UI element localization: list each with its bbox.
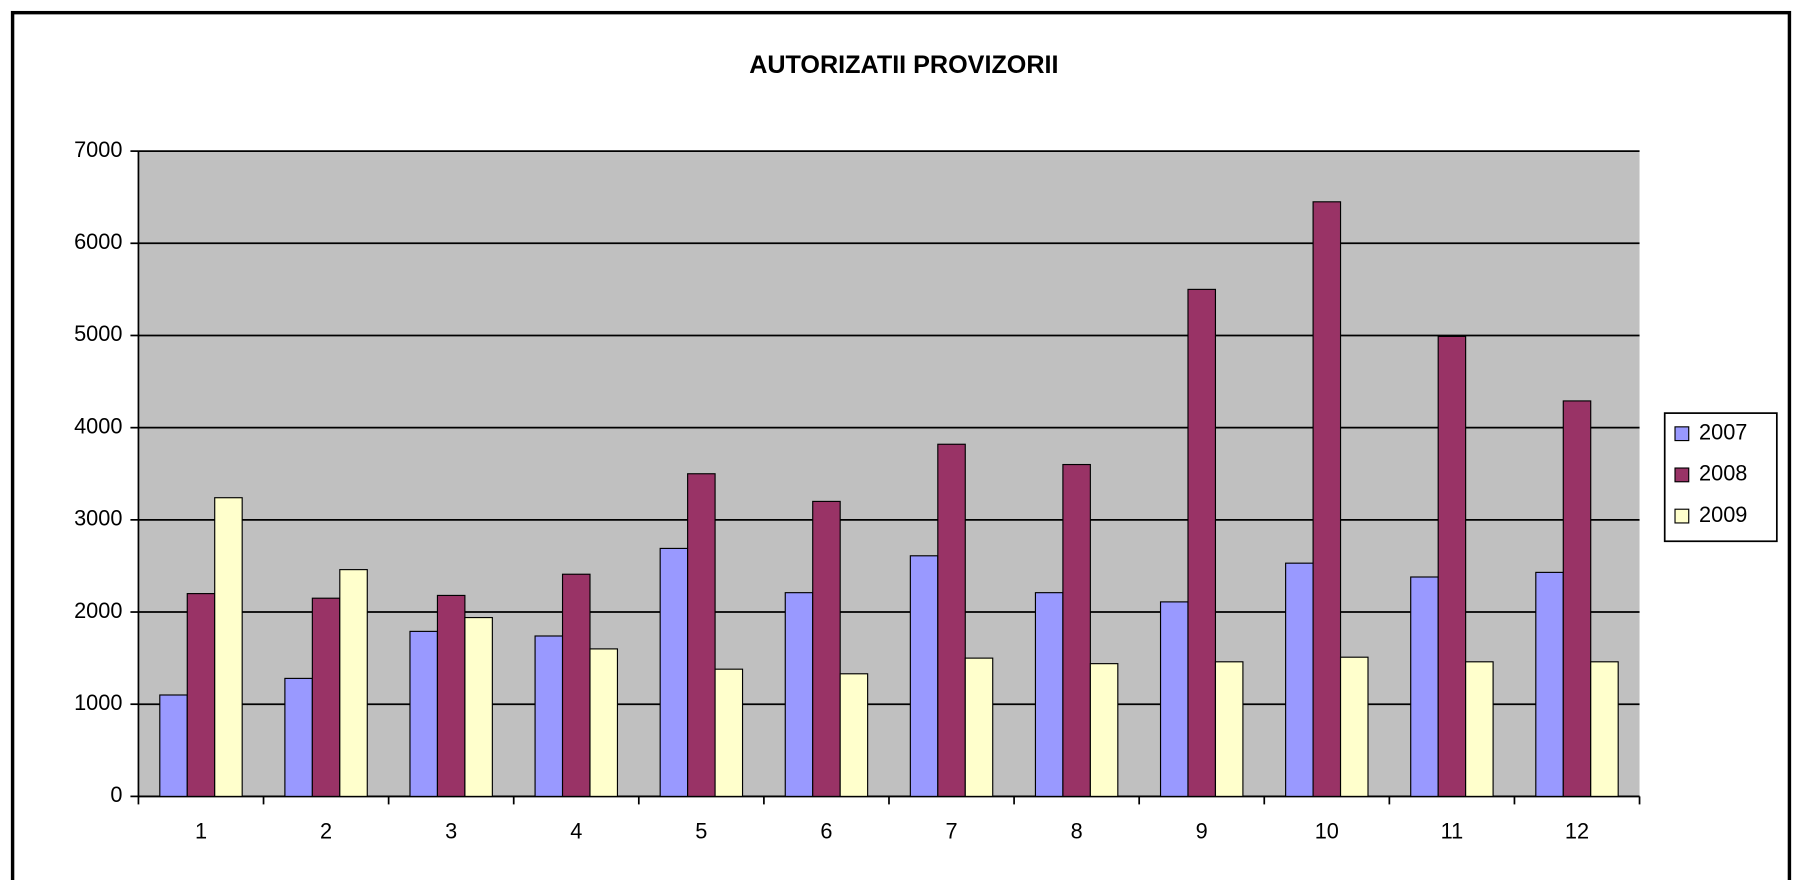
bar	[589, 648, 619, 797]
legend-swatch	[1674, 467, 1690, 483]
y-tick-label: 2000	[74, 598, 122, 623]
bar	[1437, 335, 1467, 797]
chart-title: AUTORIZATII PROVIZORII	[749, 51, 1058, 79]
x-tick-label: 2	[320, 819, 332, 844]
bar	[784, 592, 814, 797]
bar	[812, 500, 841, 797]
bar	[1562, 400, 1592, 797]
bar	[687, 473, 716, 797]
bar	[937, 443, 966, 797]
bar	[1285, 562, 1314, 797]
plot-area	[138, 151, 1640, 797]
bar	[534, 635, 564, 797]
y-tick-label: 0	[110, 782, 122, 807]
bar	[409, 630, 439, 797]
bar	[714, 668, 744, 797]
bar	[561, 573, 591, 797]
x-tick-label: 3	[445, 819, 457, 844]
x-tick-label: 1	[195, 819, 207, 844]
legend-label: 2007	[1699, 419, 1747, 444]
x-tick-label: 10	[1315, 819, 1339, 844]
y-tick-label: 6000	[74, 229, 122, 254]
bar	[1590, 661, 1619, 797]
y-tick-label: 5000	[74, 321, 122, 346]
bar	[1465, 661, 1494, 797]
bar	[436, 594, 466, 797]
bar	[1062, 463, 1091, 797]
x-tick-label: 7	[945, 819, 957, 844]
bar	[214, 497, 243, 797]
y-tick-label: 7000	[74, 137, 122, 162]
bar	[1089, 663, 1119, 797]
x-tick-label: 9	[1196, 819, 1208, 844]
bar	[186, 593, 216, 797]
bar	[839, 673, 869, 797]
bar	[1312, 201, 1342, 797]
bar	[1214, 661, 1244, 797]
bar	[284, 677, 313, 797]
legend-swatch	[1674, 426, 1690, 442]
y-tick-label: 4000	[74, 413, 122, 438]
x-tick-label: 8	[1071, 819, 1083, 844]
bar	[1034, 592, 1064, 797]
bar	[1339, 656, 1369, 797]
bar	[1159, 601, 1189, 797]
y-tick-label: 1000	[74, 690, 122, 715]
bar	[1410, 576, 1439, 797]
legend-label: 2008	[1699, 461, 1747, 486]
legend-label: 2009	[1699, 502, 1747, 527]
bar	[159, 694, 188, 797]
legend-swatch	[1674, 508, 1690, 524]
bar	[464, 616, 493, 797]
bar	[1187, 288, 1217, 797]
x-tick-label: 5	[695, 819, 707, 844]
bar	[964, 657, 994, 797]
x-tick-label: 12	[1565, 819, 1589, 844]
bar	[339, 569, 368, 797]
bar	[659, 547, 689, 797]
x-tick-label: 6	[820, 819, 832, 844]
y-tick-label: 3000	[74, 506, 122, 531]
x-tick-label: 11	[1441, 819, 1464, 844]
bar	[1535, 571, 1564, 797]
bar	[311, 597, 341, 797]
x-tick-label: 4	[570, 819, 582, 844]
bar	[909, 555, 939, 797]
